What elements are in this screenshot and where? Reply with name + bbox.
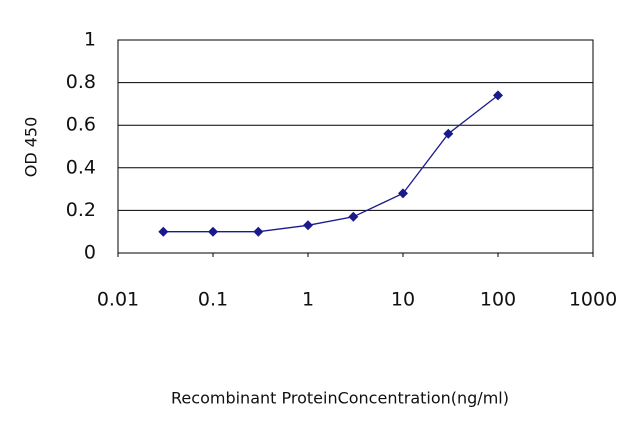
plot-area [117,39,594,254]
data-point [253,226,264,237]
x-tick-label: 100 [480,289,516,311]
y-tick-label: 1 [84,29,96,51]
y-tick-label: 0.8 [66,71,96,93]
x-tick-label: 1 [302,289,314,311]
x-axis-label: Recombinant ProteinConcentration(ng/ml) [171,389,509,408]
data-point [348,211,359,222]
x-tick-label: 0.01 [97,289,139,311]
data-point [493,90,503,101]
data-point [303,220,313,231]
x-tick-label: 0.1 [198,289,228,311]
data-line [163,94,499,233]
x-tick-label: 10 [391,289,415,311]
y-tick-label: 0.2 [66,199,96,221]
data-point [158,226,169,237]
data-point [398,188,408,199]
y-tick-label: 0.6 [66,114,96,136]
y-tick-label: 0.4 [66,156,96,178]
data-point [443,128,454,139]
x-tick-label: 1000 [569,289,617,311]
y-tick-label: 0 [84,242,96,264]
data-point [208,226,218,237]
y-axis-label: OD 450 [22,117,41,178]
